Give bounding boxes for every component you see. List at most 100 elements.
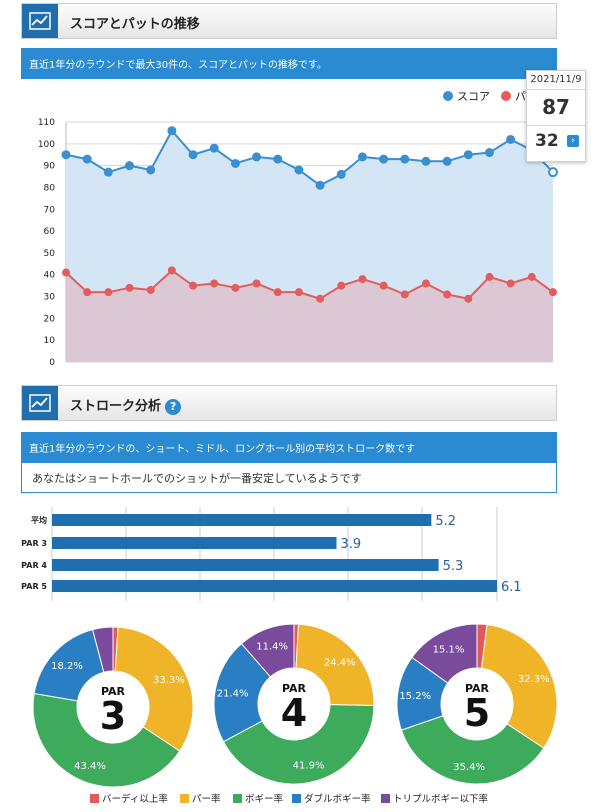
score-point: [273, 154, 283, 164]
putt-point: [146, 286, 155, 294]
pie-slice-label: 24.4%: [324, 658, 356, 669]
score-point: [484, 148, 494, 158]
legend-label: バーディ以上率: [102, 793, 168, 805]
y-tick-label: 10: [44, 336, 56, 346]
legend-swatch: [381, 794, 390, 803]
bar: [52, 514, 432, 526]
bar-value-label: 5.2: [435, 514, 456, 529]
pie-legend: バーディ以上率 パー率 ボギー率 ダブルボギー率 トリプルボギー以下率: [90, 793, 489, 805]
score-point: [252, 152, 262, 162]
tooltip-putts: 32 ›: [527, 125, 585, 156]
bar: [52, 559, 439, 571]
help-icon[interactable]: ?: [165, 398, 182, 415]
pie-center: [258, 668, 330, 740]
y-tick-label: 50: [44, 249, 56, 259]
putt-point: [210, 279, 219, 288]
bar-category-label: PAR 4: [21, 561, 47, 570]
putt-point: [506, 279, 515, 288]
putt-point: [464, 294, 473, 303]
putt-point: [231, 283, 240, 292]
y-tick-label: 90: [44, 162, 56, 172]
pie-center-number: 5: [464, 691, 490, 735]
pie-center: [441, 668, 513, 740]
chart-line-icon: [22, 386, 58, 420]
legend-swatch: [233, 794, 242, 803]
stroke-bar-chart: 平均 5.2 PAR 3 3.9 PAR 4 5.3 PAR 5 6.1: [21, 507, 522, 601]
stroke-info: 直近1年分のラウンドの、ショート、ミドル、ロングホール別の平均ストローク数です: [21, 432, 557, 463]
putt-point: [358, 275, 367, 284]
tooltip-putts-value: 32: [535, 131, 559, 151]
putt-point: [252, 279, 261, 288]
pie-slice-label: 35.4%: [453, 762, 485, 773]
section-title-text: ストローク分析: [70, 399, 162, 414]
score-putt-info: 直近1年分のラウンドで最大30件の、スコアとパットの推移です。: [21, 48, 557, 79]
pie-center-number: 4: [281, 691, 307, 735]
chart-tooltip: 2021/11/9 87 32 ›: [526, 70, 586, 162]
stroke-analysis-section-header: ストローク分析?: [21, 385, 557, 421]
putt-point: [294, 288, 303, 297]
putt-point: [337, 281, 346, 290]
bar: [52, 580, 497, 592]
y-tick-label: 40: [44, 271, 56, 281]
score-point: [421, 156, 431, 166]
y-tick-label: 80: [44, 183, 56, 193]
score-point: [379, 154, 389, 164]
y-tick-label: 110: [38, 118, 55, 128]
hole-par-pie-charts: 33.3%43.4%18.2%PAR324.4%41.9%21.4%11.4%P…: [32, 623, 558, 788]
putt-point: [62, 268, 70, 277]
score-point: [506, 134, 516, 144]
score-point: [230, 158, 240, 168]
y-tick-label: 30: [44, 293, 56, 303]
legend-swatch: [90, 794, 99, 803]
pie-center-number: 3: [100, 694, 126, 738]
y-tick-label: 0: [49, 358, 55, 368]
pie-slice-label: 21.4%: [217, 689, 249, 700]
legend-label: トリプルボギー以下率: [393, 793, 489, 805]
pie-center-top: PAR: [465, 682, 490, 695]
putt-point: [125, 283, 134, 292]
legend-swatch: [180, 794, 189, 803]
putt-point: [316, 294, 325, 303]
score-point: [357, 152, 367, 162]
pie-center-top: PAR: [282, 682, 307, 695]
pie-slice-label: 32.3%: [518, 674, 550, 685]
tooltip-date: 2021/11/9: [530, 74, 582, 85]
legend-label: ダブルボギー率: [304, 793, 371, 805]
score-point: [103, 167, 113, 177]
score-point: [463, 150, 473, 160]
chart-line-icon: [22, 4, 58, 38]
pie-slice-label: 41.9%: [293, 761, 325, 772]
bar-value-label: 5.3: [443, 559, 464, 574]
pie-slice-label: 33.3%: [153, 675, 185, 686]
putt-point: [549, 288, 557, 297]
bar-category-label: PAR 5: [21, 582, 47, 591]
bar-value-label: 3.9: [341, 537, 362, 552]
score-point: [442, 156, 452, 166]
legend-swatch: [292, 794, 301, 803]
y-tick-label: 70: [44, 205, 56, 215]
putt-point: [167, 266, 176, 275]
score-point: [125, 161, 135, 171]
score-point: [61, 150, 71, 160]
score-point: [209, 143, 219, 153]
putt-point: [443, 290, 452, 299]
chevron-right-icon[interactable]: ›: [567, 135, 579, 147]
stroke-message: あなたはショートホールでのショットが一番安定しているようです: [21, 461, 557, 493]
putt-point: [379, 281, 388, 290]
section-title: スコアとパットの推移: [70, 17, 200, 32]
section-title: ストローク分析?: [70, 395, 182, 415]
score-point: [336, 169, 346, 179]
putt-point: [527, 272, 536, 281]
tooltip-score: 87: [527, 89, 585, 125]
legend-label: ボギー率: [245, 793, 284, 805]
pie-slice-label: 43.4%: [74, 761, 106, 772]
pie-center: [77, 671, 149, 743]
pie-slice-label: 15.1%: [433, 644, 465, 655]
bar-value-label: 6.1: [501, 580, 522, 595]
legend-label: パー率: [192, 793, 221, 805]
score-point: [315, 180, 325, 190]
putt-point: [400, 290, 409, 299]
legend-score-marker: [443, 91, 453, 101]
legend-putt-marker: [501, 91, 511, 101]
score-putt-section-header: スコアとパットの推移: [21, 3, 557, 39]
